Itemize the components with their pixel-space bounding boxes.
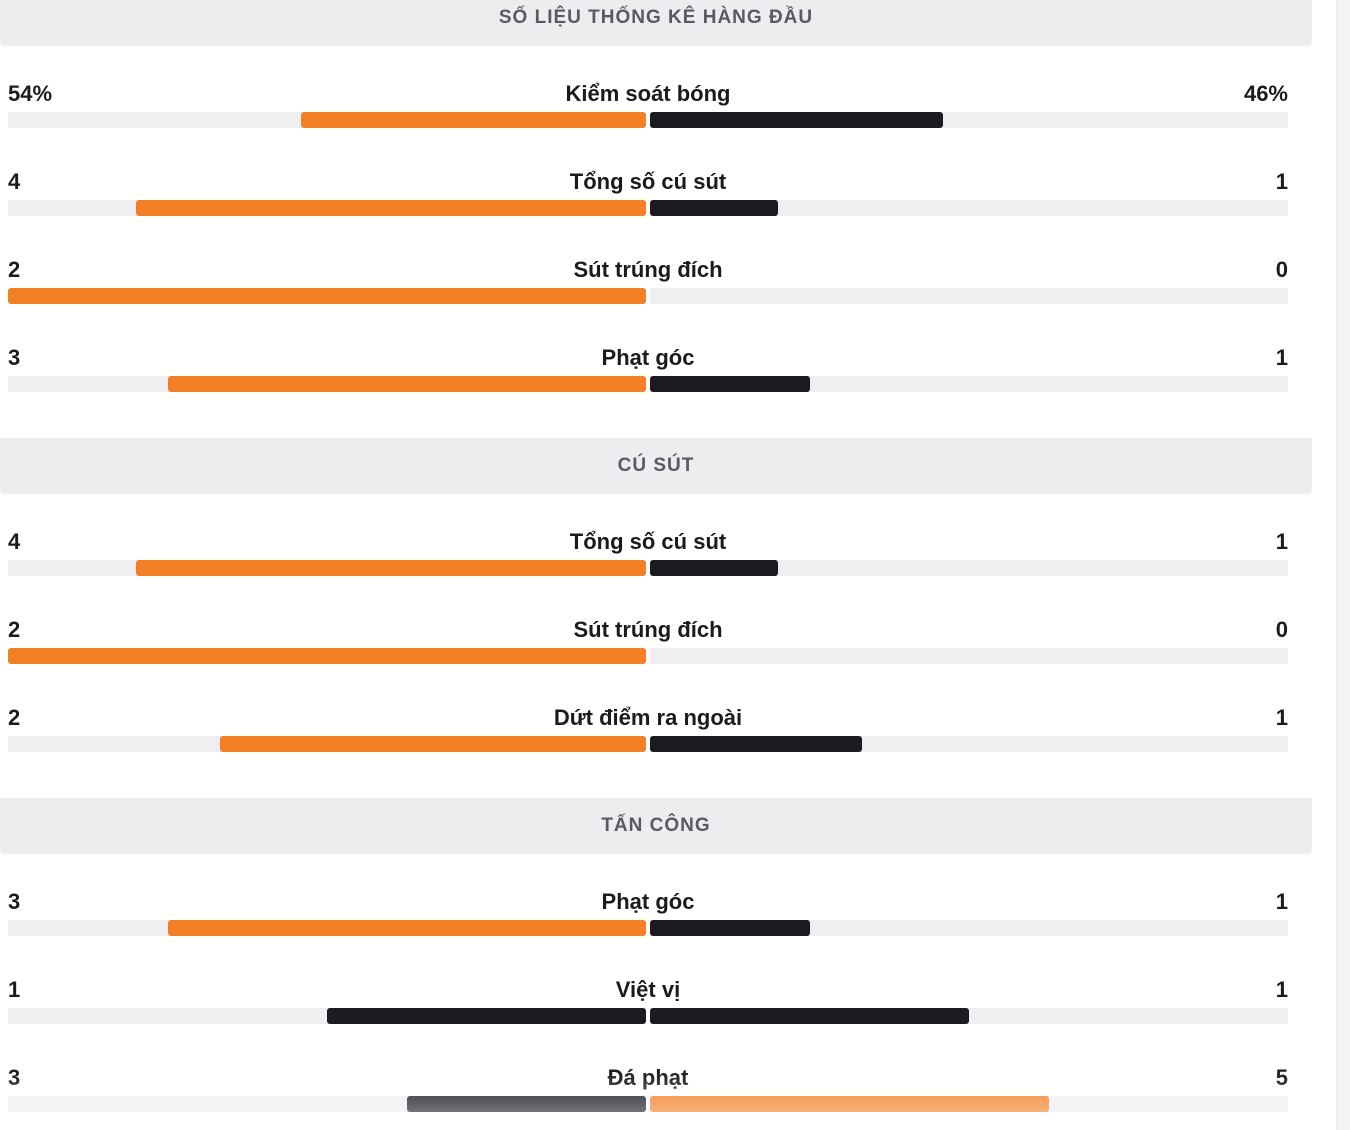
home-value: 3 xyxy=(8,1065,21,1090)
home-bar-fill xyxy=(167,376,646,392)
home-bar-track xyxy=(8,648,646,664)
home-bar-track xyxy=(8,1096,646,1112)
stat-label: Dứt điểm ra ngoài xyxy=(553,705,743,730)
away-bar-track xyxy=(650,1096,1288,1112)
stat-label: Phạt góc xyxy=(601,345,695,370)
home-bar-track xyxy=(8,376,646,392)
stat-row-corners: 3 Phạt góc 1 xyxy=(0,344,1296,404)
home-bar-fill xyxy=(167,920,646,936)
home-value: 54% xyxy=(8,81,53,106)
home-bar-track xyxy=(8,920,646,936)
home-bar-fill xyxy=(8,288,646,304)
home-value: 2 xyxy=(8,705,21,730)
away-value: 5 xyxy=(1275,1065,1288,1090)
home-value: 4 xyxy=(8,169,21,194)
stat-row-shots-on-target: 2 Sút trúng đích 0 xyxy=(0,256,1296,316)
stat-row-total-shots: 4 Tổng số cú sút 1 xyxy=(0,168,1296,228)
home-bar-fill xyxy=(135,200,646,216)
section-title: TẤN CÔNG xyxy=(601,815,711,836)
home-bar-fill xyxy=(8,648,646,664)
away-value: 1 xyxy=(1275,169,1288,194)
away-bar-fill xyxy=(650,736,863,752)
away-value: 0 xyxy=(1275,257,1288,282)
home-bar-fill xyxy=(135,560,646,576)
stat-row-shots-on-target: 2 Sút trúng đích 0 xyxy=(0,616,1296,676)
stat-row-total-shots: 4 Tổng số cú sút 1 xyxy=(0,528,1296,588)
stat-label: Việt vị xyxy=(615,977,681,1002)
away-bar-track xyxy=(650,1008,1288,1024)
home-bar-track xyxy=(8,112,646,128)
stat-row-possession: 54% Kiểm soát bóng 46% xyxy=(0,80,1296,140)
home-bar-track xyxy=(8,288,646,304)
stat-row-offsides: 1 Việt vị 1 xyxy=(0,976,1296,1036)
home-bar-track xyxy=(8,560,646,576)
home-bar-fill xyxy=(327,1008,646,1024)
away-bar-fill xyxy=(650,200,778,216)
away-bar-track xyxy=(650,920,1288,936)
home-bar-track xyxy=(8,1008,646,1024)
home-value: 4 xyxy=(8,529,21,554)
away-value: 0 xyxy=(1275,617,1288,642)
away-bar-track xyxy=(650,560,1288,576)
home-value: 1 xyxy=(8,977,21,1002)
away-bar-track xyxy=(650,376,1288,392)
stat-row-corners: 3 Phạt góc 1 xyxy=(0,888,1296,948)
away-bar-fill xyxy=(650,112,944,128)
stat-label: Tổng số cú sút xyxy=(569,529,727,554)
home-value: 2 xyxy=(8,257,21,282)
away-value: 1 xyxy=(1275,977,1288,1002)
home-bar-fill xyxy=(301,112,646,128)
scrollbar[interactable] xyxy=(1336,0,1350,1130)
away-value: 46% xyxy=(1243,81,1288,106)
away-bar-track xyxy=(650,288,1288,304)
away-bar-track xyxy=(650,736,1288,752)
home-bar-track xyxy=(8,200,646,216)
away-bar-track xyxy=(650,112,1288,128)
stat-label: Sút trúng đích xyxy=(573,617,723,642)
home-value: 3 xyxy=(8,345,21,370)
home-value: 2 xyxy=(8,617,21,642)
away-bar-fill xyxy=(650,1096,1049,1112)
away-bar-fill xyxy=(650,1008,969,1024)
home-value: 3 xyxy=(8,889,21,914)
away-bar-track xyxy=(650,200,1288,216)
stat-label: Tổng số cú sút xyxy=(569,169,727,194)
stat-row-free-kicks: 3 Đá phạt 5 xyxy=(0,1064,1296,1124)
stat-row-shots-off-target: 2 Dứt điểm ra ngoài 1 xyxy=(0,704,1296,764)
away-value: 1 xyxy=(1275,889,1288,914)
home-bar-track xyxy=(8,736,646,752)
home-bar-fill xyxy=(220,736,646,752)
stat-label: Phạt góc xyxy=(601,889,695,914)
away-bar-track xyxy=(650,648,1288,664)
away-value: 1 xyxy=(1275,345,1288,370)
away-bar-fill xyxy=(650,560,778,576)
away-value: 1 xyxy=(1275,529,1288,554)
away-bar-fill xyxy=(650,376,810,392)
stat-label: Sút trúng đích xyxy=(573,257,723,282)
stat-label: Kiểm soát bóng xyxy=(565,81,731,106)
section-title: CÚ SÚT xyxy=(617,455,695,476)
section-title: SỐ LIỆU THỐNG KÊ HÀNG ĐẦU xyxy=(498,7,814,28)
section-header-top-stats: SỐ LIỆU THỐNG KÊ HÀNG ĐẦU xyxy=(0,0,1312,46)
away-value: 1 xyxy=(1275,705,1288,730)
section-header-attack: TẤN CÔNG xyxy=(0,798,1312,854)
away-bar-fill xyxy=(650,920,810,936)
home-bar-fill xyxy=(406,1096,646,1112)
section-header-shots: CÚ SÚT xyxy=(0,438,1312,494)
stat-label: Đá phạt xyxy=(607,1065,689,1090)
